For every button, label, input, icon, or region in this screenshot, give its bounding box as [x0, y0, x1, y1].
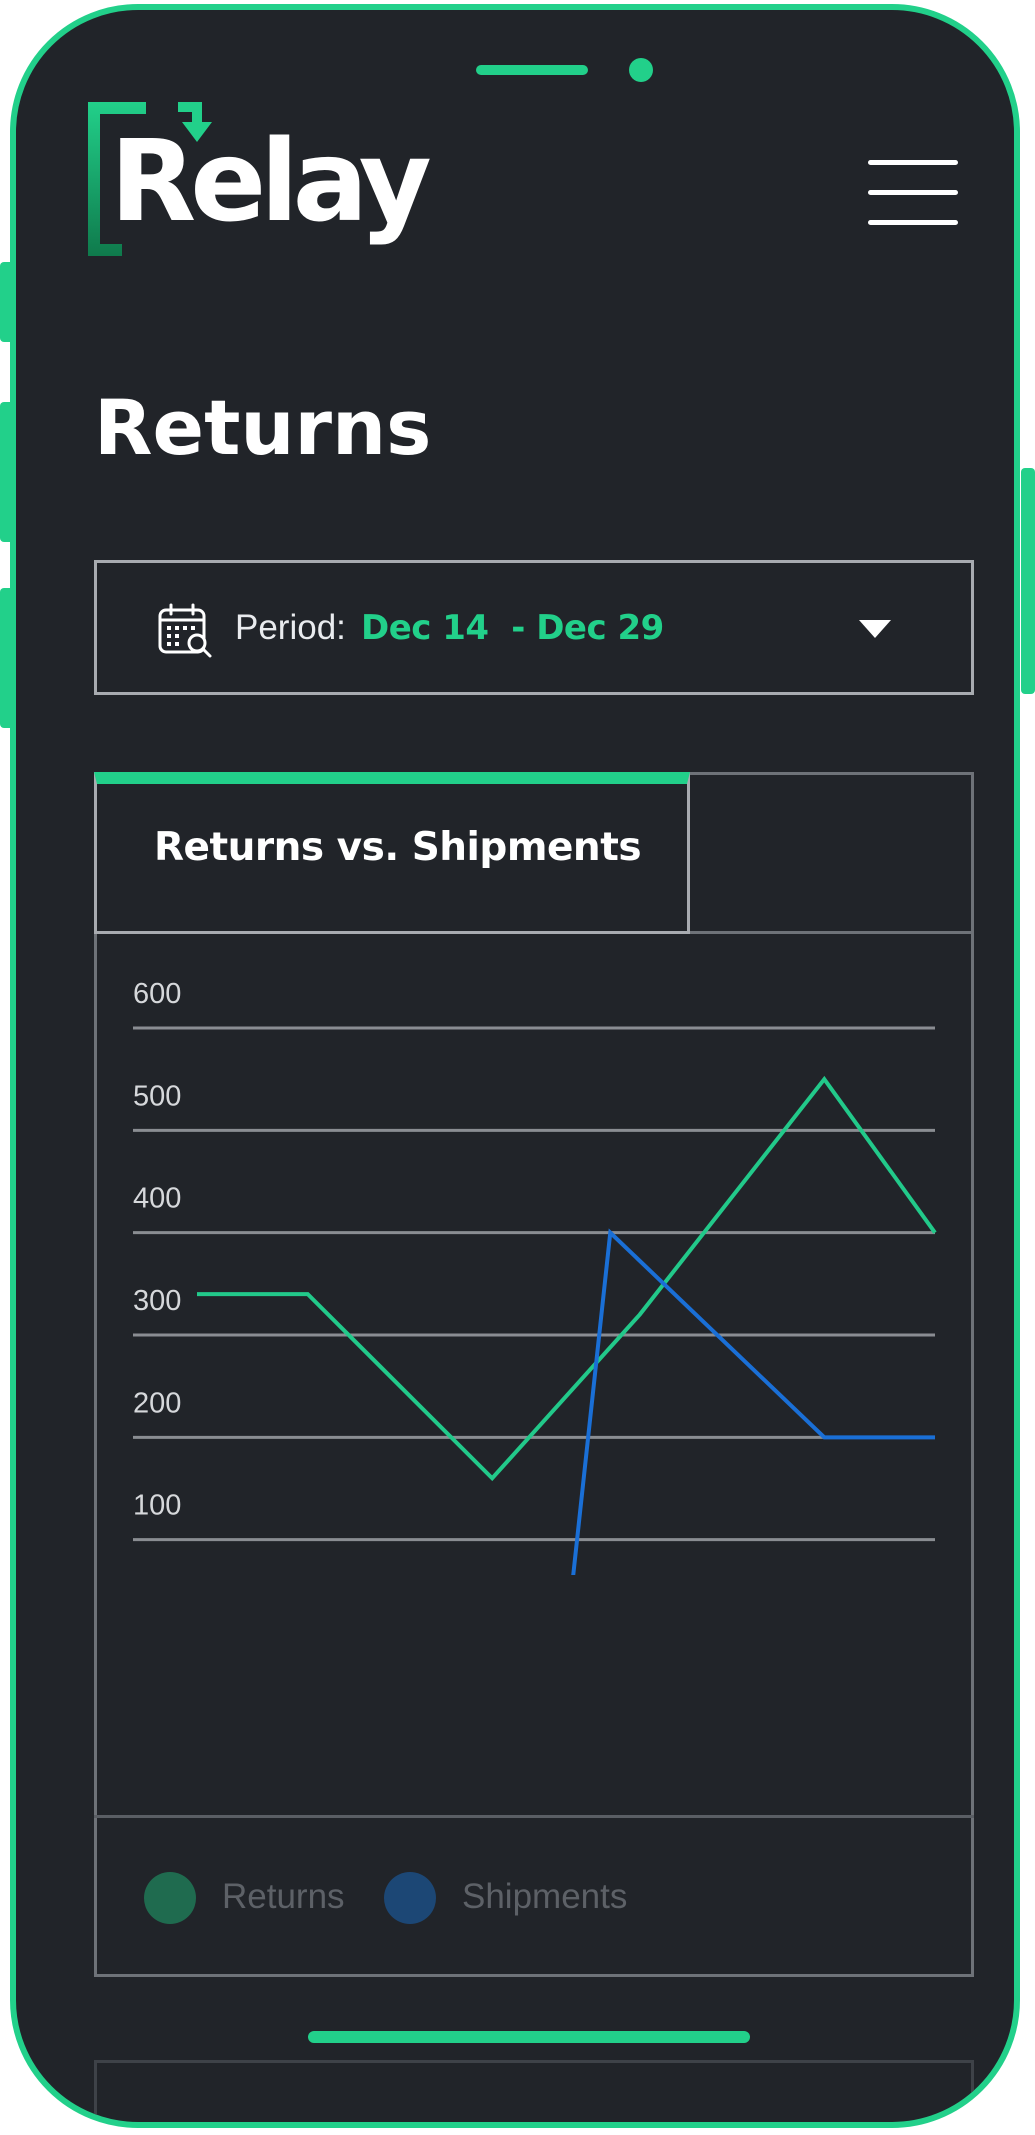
y-tick-label: 200 [133, 1387, 181, 1419]
legend-label-returns: Returns [222, 1877, 345, 1916]
y-tick-label: 400 [133, 1183, 181, 1215]
logo-text: Relay [110, 117, 432, 247]
chart-legend: Returns Shipments [94, 1815, 974, 1977]
y-tick-label: 600 [133, 978, 181, 1010]
legend-item-shipments[interactable]: Shipments [384, 1870, 634, 1926]
phone-frame: Relay Returns Period: Dec 14 - Dec 29 Re… [10, 4, 1020, 2128]
legend-dot-shipments [384, 1872, 436, 1924]
camera-dot [629, 58, 653, 82]
relay-logo[interactable]: Relay [88, 102, 432, 262]
legend-label-shipments: Shipments [462, 1877, 628, 1916]
y-tick-label: 100 [133, 1490, 181, 1522]
calendar-search-icon [158, 603, 212, 658]
logo-arrow-icon [178, 102, 212, 142]
period-dropdown[interactable]: Period: Dec 14 - Dec 29 [94, 560, 974, 695]
legend-item-returns[interactable]: Returns [144, 1870, 345, 1926]
tab-returns-vs-shipments[interactable]: Returns vs. Shipments [94, 772, 690, 934]
speaker-bar [476, 65, 588, 75]
series-line-returns [197, 1075, 937, 1482]
y-tick-label: 300 [133, 1285, 181, 1317]
y-tick-label: 500 [133, 1080, 181, 1112]
home-indicator[interactable] [308, 2031, 750, 2043]
hamburger-menu-icon[interactable] [868, 160, 958, 232]
line-chart: 0100200300400500600Dec 14Dec 17Dec 20Dec… [133, 978, 937, 1575]
phone-side-button-right [1021, 468, 1035, 694]
page-title: Returns [94, 383, 432, 472]
tab-title: Returns vs. Shipments [154, 825, 642, 870]
caret-down-icon[interactable] [859, 620, 891, 638]
series-line-shipments [571, 1228, 935, 1575]
returns-vs-shipments-card: Returns vs. Shipments 010020030040050060… [94, 772, 974, 1977]
period-label: Period: [235, 608, 346, 647]
next-card-partial [94, 2060, 974, 2122]
legend-dot-returns [144, 1872, 196, 1924]
tab-divider [690, 931, 974, 934]
period-range: Dec 14 - Dec 29 [361, 608, 664, 648]
logo-bracket-icon [88, 102, 146, 256]
